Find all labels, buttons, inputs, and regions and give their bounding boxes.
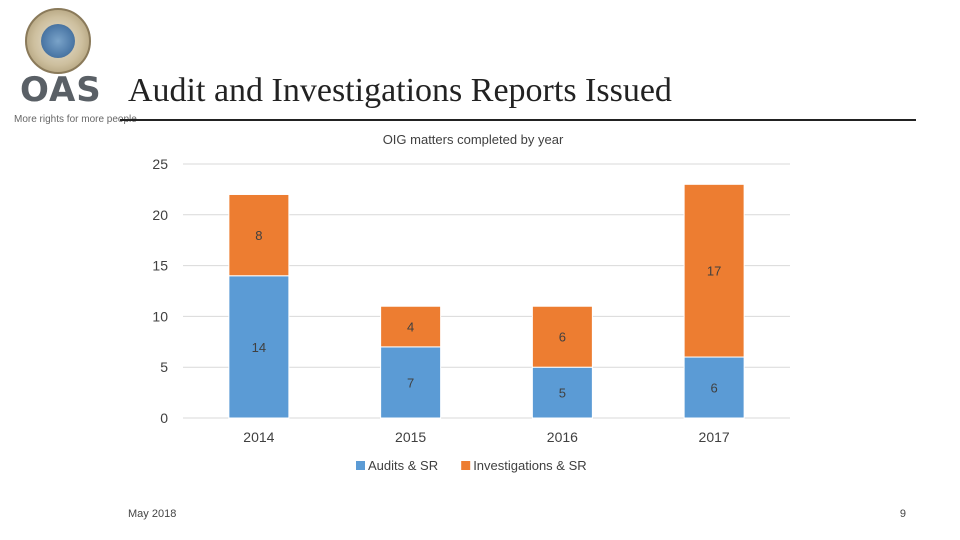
x-tick-label: 2015 — [395, 429, 426, 445]
x-tick-label: 2014 — [243, 429, 274, 445]
oas-seal-icon — [25, 8, 91, 74]
x-tick-label: 2017 — [699, 429, 730, 445]
title-divider — [120, 119, 916, 121]
legend-label: Audits & SR — [368, 458, 438, 473]
chart-title: OIG matters completed by year — [383, 132, 564, 147]
slide-title: Audit and Investigations Reports Issued — [128, 72, 672, 109]
footer-date: May 2018 — [128, 508, 177, 520]
y-tick-label: 25 — [152, 156, 168, 172]
bar-audits-2015 — [380, 346, 442, 419]
bar-investigations-2017 — [683, 183, 745, 358]
y-tick-label: 20 — [152, 207, 168, 223]
bar-audits-2016 — [531, 366, 593, 419]
logo-tagline: More rights for more people — [14, 114, 137, 125]
data-label: 6 — [711, 381, 718, 396]
x-tick-label: 2016 — [547, 429, 578, 445]
data-label: 17 — [707, 264, 721, 279]
y-tick-label: 15 — [152, 258, 168, 274]
logo-wordmark: OAS — [20, 70, 102, 110]
bar-investigations-2014 — [228, 193, 290, 277]
data-label: 4 — [407, 320, 414, 335]
y-tick-label: 0 — [160, 410, 168, 426]
bar-audits-2014 — [228, 275, 290, 419]
data-label: 5 — [559, 386, 566, 401]
page-number: 9 — [899, 508, 906, 520]
data-label: 7 — [407, 375, 414, 390]
legend-swatch-audits — [356, 461, 365, 470]
y-tick-label: 10 — [152, 308, 168, 324]
bar-investigations-2016 — [531, 305, 593, 368]
data-label: 8 — [255, 228, 262, 243]
bar-investigations-2015 — [380, 305, 442, 348]
legend-label: Investigations & SR — [473, 458, 586, 473]
bar-audits-2017 — [683, 356, 745, 419]
y-tick-label: 5 — [160, 359, 168, 375]
oas-logo: OAS More rights for more people — [14, 8, 137, 130]
data-label: 14 — [252, 340, 266, 355]
legend-swatch-investigations — [461, 461, 471, 470]
data-label: 6 — [559, 330, 566, 345]
